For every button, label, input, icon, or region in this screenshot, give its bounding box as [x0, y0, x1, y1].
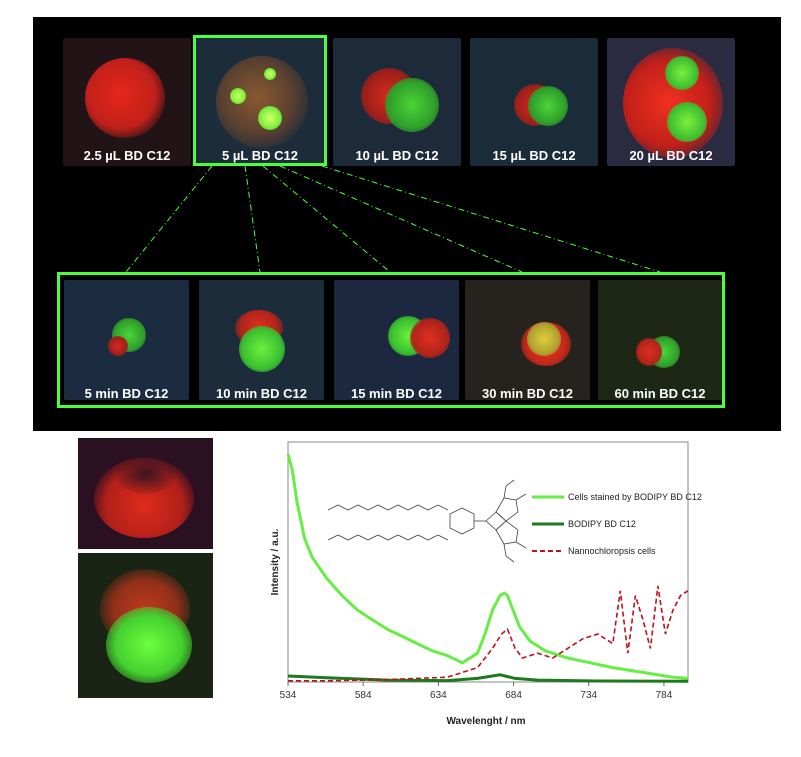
green-droplet: [230, 88, 246, 104]
cell-image-60min: [598, 280, 722, 400]
legend-label-stained: Cells stained by BODIPY BD C12: [568, 492, 702, 502]
red-droplet: [108, 336, 128, 356]
x-tick-label: 684: [505, 690, 522, 701]
legend-label-nannochloropsis: Nannochloropsis cells: [568, 546, 656, 556]
red-droplet: [636, 338, 662, 366]
label-30min: 30 min BD C12: [481, 386, 574, 401]
green-droplet: [239, 326, 285, 372]
cell-image-2-5ul: [63, 38, 191, 166]
label-20ul: 20 µL BD C12: [629, 148, 713, 163]
large-cell-image-red: [78, 438, 213, 549]
green-droplet: [258, 106, 282, 130]
x-tick-label: 734: [580, 690, 597, 701]
emission-spectrum-chart: 534 584 634 684 734 784 Cells stained by BODI…: [268, 434, 788, 752]
green-droplet: [528, 86, 568, 126]
cell-body: [216, 56, 308, 148]
plot-frame: [287, 441, 689, 683]
label-60min: 60 min BD C12: [614, 386, 706, 401]
time-series-box: [57, 272, 725, 408]
series-line-1: [287, 673, 689, 683]
cell-image-20ul: [607, 38, 735, 166]
cell-image-15ul: [470, 38, 598, 166]
label-2-5ul: 2.5 µL BD C12: [83, 148, 171, 163]
x-tick-label: 634: [430, 690, 447, 701]
cell-image-10min: [199, 280, 324, 400]
green-droplet: [385, 78, 439, 132]
label-10ul: 10 µL BD C12: [355, 148, 439, 163]
legend: Cells stained by BODIPY BD C12 BODIPY BD…: [532, 492, 702, 556]
series-line-2: [288, 585, 689, 682]
red-droplet: [85, 58, 165, 138]
cell-image-15min: [334, 280, 459, 400]
cell-image-30min: [465, 280, 590, 400]
x-tick-label: 784: [656, 690, 673, 701]
y-axis-title: Intensity / a.u.: [270, 528, 281, 595]
label-5min: 5 min BD C12: [84, 386, 169, 401]
highlight-box-5ul: [193, 35, 327, 166]
cell-image-5ul: [196, 38, 324, 163]
series-line-0: [286, 453, 689, 680]
green-droplet: [667, 102, 707, 142]
legend-label-bodipy: BODIPY BD C12: [568, 519, 636, 529]
green-droplet: [665, 56, 699, 90]
x-axis-title: Wavelenght / nm: [446, 716, 525, 727]
cell-image-10ul: [333, 38, 461, 166]
dark-core: [116, 454, 176, 494]
cell-image-5min: [64, 280, 189, 400]
red-droplet: [410, 318, 450, 358]
green-droplet: [264, 68, 276, 80]
label-15ul: 15 µL BD C12: [492, 148, 576, 163]
green-droplet: [106, 607, 192, 683]
bodipy-structure-drawing: [327, 479, 527, 563]
chart-svg: 534 584 634 684 734 784 Cells stained by BODI…: [270, 441, 702, 727]
green-droplet: [527, 322, 561, 356]
x-tick-label: 584: [355, 690, 372, 701]
large-cell-image-green: [78, 553, 213, 698]
label-15min: 15 min BD C12: [350, 386, 443, 401]
x-tick-label: 534: [280, 690, 297, 701]
label-5ul: 5 µL BD C12: [222, 148, 298, 163]
label-10min: 10 min BD C12: [215, 386, 308, 401]
